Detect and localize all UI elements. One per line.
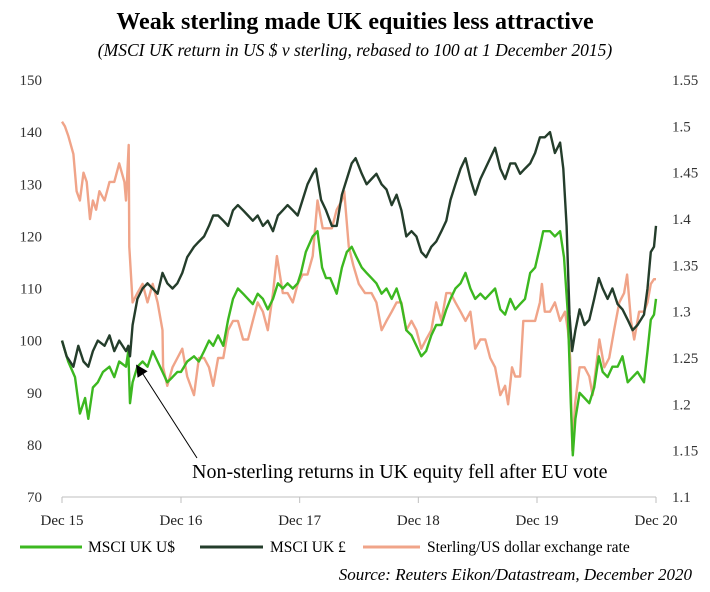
y-left-tick-label: 70 — [27, 490, 42, 506]
x-tick-label: Dec 19 — [516, 513, 559, 529]
annotation: Non-sterling returns in UK equity fell a… — [136, 364, 608, 483]
legend-label-2: Sterling/US dollar exchange rate — [427, 539, 630, 556]
y-left-tick-label: 140 — [20, 125, 43, 141]
x-tick-label: Dec 17 — [278, 513, 321, 529]
y-left-tick-label: 100 — [20, 334, 43, 350]
series-line-1 — [60, 130, 658, 368]
y-right-tick-label: 1.3 — [672, 305, 691, 321]
x-tick-label: Dec 18 — [397, 513, 440, 529]
legend-label-0: MSCI UK U$ — [88, 539, 175, 556]
annotation-arrowhead — [136, 364, 148, 378]
y-right-tick-label: 1.15 — [672, 444, 698, 460]
source-note: Source: Reuters Eikon/Datastream, Decemb… — [339, 565, 693, 584]
series-lines — [60, 121, 658, 457]
y-right-tick-label: 1.45 — [672, 166, 698, 182]
y-right-tick-label: 1.2 — [672, 397, 691, 413]
x-tick-label: Dec 16 — [160, 513, 203, 529]
y-left-tick-label: 150 — [20, 73, 43, 89]
y-right-tick-label: 1.25 — [672, 351, 698, 367]
legend-label-1: MSCI UK £ — [270, 539, 346, 556]
y-right-tick-label: 1.4 — [672, 212, 691, 228]
y-left-tick-label: 90 — [27, 386, 42, 402]
y-left-tick-label: 80 — [27, 438, 42, 454]
legend: MSCI UK U$ MSCI UK £ Sterling/US dollar ex… — [20, 539, 630, 556]
y-right-tick-label: 1.5 — [672, 119, 691, 135]
x-tick-label: Dec 20 — [635, 513, 678, 529]
chart-subtitle: (MSCI UK return in US $ v sterling, reba… — [98, 40, 613, 60]
annotation-text: Non-sterling returns in UK equity fell a… — [192, 461, 608, 483]
series-line-0 — [60, 230, 658, 457]
axes: 70 80 90 100 110 120 130 140 150 1.1 1.15 1.2 1.25 1.… — [20, 73, 699, 529]
y-left-tick-label: 120 — [20, 229, 43, 245]
y-left-tick-label: 130 — [20, 177, 43, 193]
chart-title: Weak sterling made UK equities less attr… — [116, 9, 594, 35]
y-right-tick-label: 1.1 — [672, 490, 691, 506]
y-right-tick-label: 1.55 — [672, 73, 698, 89]
annotation-arrow-line — [139, 369, 198, 459]
y-left-tick-label: 110 — [20, 282, 42, 298]
x-tick-label: Dec 15 — [41, 513, 84, 529]
y-right-tick-label: 1.35 — [672, 258, 698, 274]
